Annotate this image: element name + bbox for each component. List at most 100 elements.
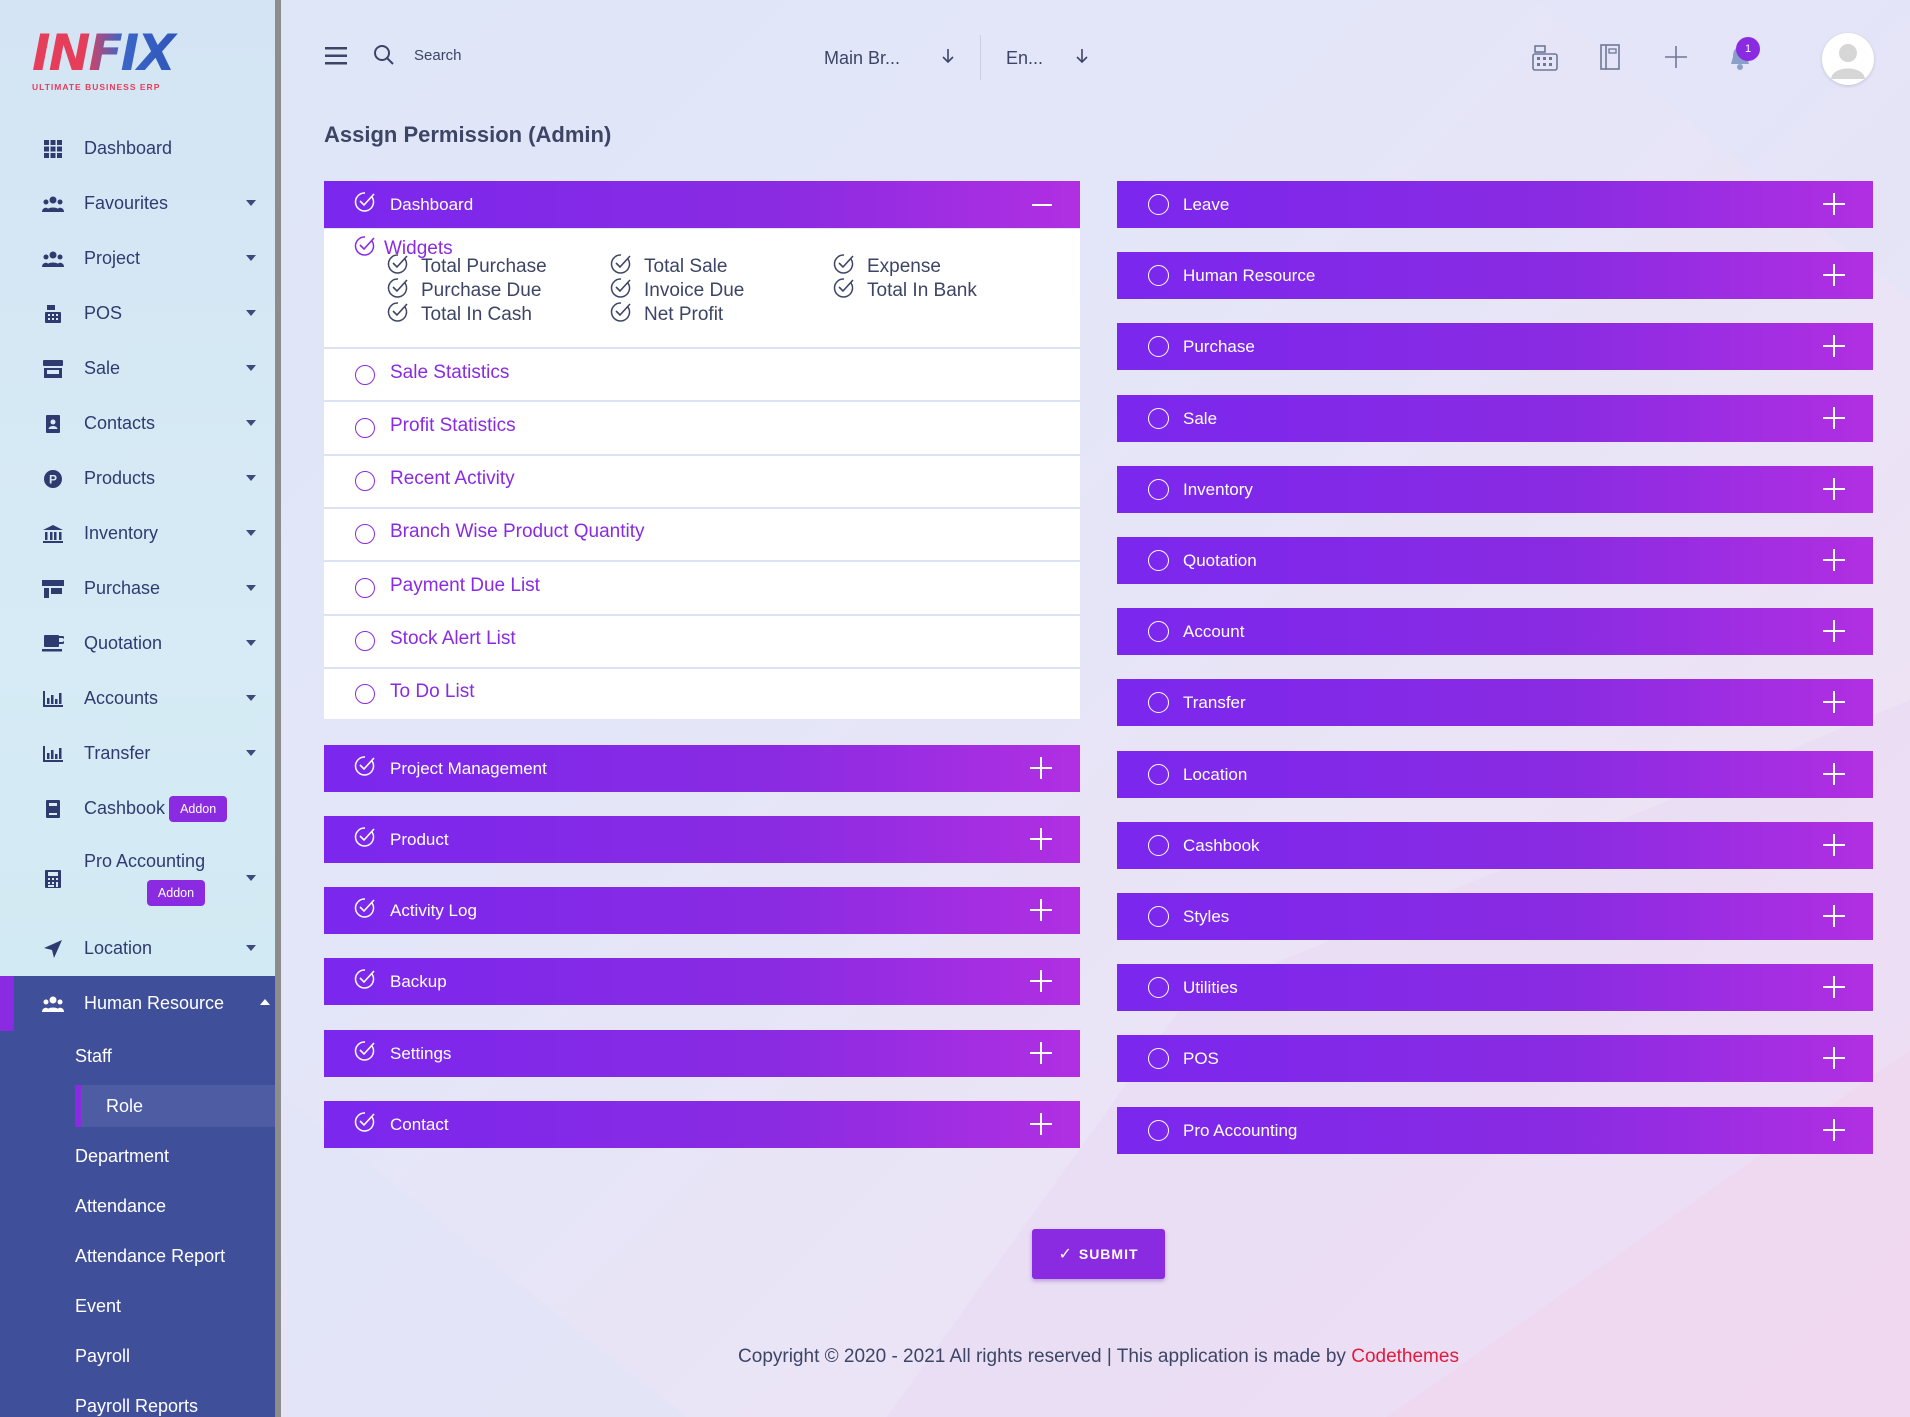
- sidebar-item-accounts[interactable]: Accounts: [0, 671, 275, 726]
- radio-circle-icon[interactable]: [1148, 265, 1169, 287]
- plus-icon[interactable]: [1823, 691, 1845, 714]
- radio-circle-icon[interactable]: [355, 417, 375, 438]
- widget-permission-total-sale[interactable]: Total Sale: [610, 253, 727, 281]
- plus-icon[interactable]: [1823, 193, 1845, 215]
- footer-brand-link[interactable]: Codethemes: [1351, 1346, 1459, 1367]
- check-circle-icon[interactable]: [387, 277, 409, 305]
- widget-permission-total-purchase[interactable]: Total Purchase: [387, 253, 547, 281]
- plus-icon[interactable]: [1823, 406, 1845, 429]
- plus-icon[interactable]: [1823, 335, 1845, 358]
- plus-icon[interactable]: [1823, 477, 1845, 500]
- check-circle-icon[interactable]: [354, 1111, 376, 1138]
- check-circle-icon[interactable]: [354, 1040, 376, 1067]
- widget-permission-net-profit[interactable]: Net Profit: [610, 301, 723, 329]
- permission-panel-sale[interactable]: Sale: [1117, 394, 1873, 442]
- permission-panel-human-resource[interactable]: Human Resource: [1117, 252, 1873, 300]
- sidebar-item-quotation[interactable]: Quotation: [0, 616, 275, 671]
- check-circle-icon[interactable]: [387, 301, 409, 329]
- permission-panel-product[interactable]: Product: [324, 816, 1080, 863]
- plus-icon[interactable]: [1823, 976, 1845, 999]
- check-circle-icon[interactable]: [833, 253, 855, 281]
- sidebar-item-human-resource[interactable]: Human Resource: [0, 976, 275, 1031]
- radio-circle-icon[interactable]: [1148, 478, 1169, 500]
- permission-panel-purchase[interactable]: Purchase: [1117, 323, 1873, 371]
- plus-icon[interactable]: [1823, 264, 1845, 287]
- radio-circle-icon[interactable]: [355, 364, 375, 385]
- sidebar-item-pro-accounting[interactable]: Pro Accounting Addon: [0, 836, 275, 921]
- sub-permission-profit-statistics[interactable]: Profit Statistics: [324, 400, 1080, 453]
- permission-panel-backup[interactable]: Backup: [324, 958, 1080, 1005]
- plus-icon[interactable]: [1823, 833, 1845, 856]
- plus-icon[interactable]: [1823, 620, 1845, 643]
- permission-panel-contact[interactable]: Contact: [324, 1101, 1080, 1148]
- sidebar-subitem-payroll[interactable]: Payroll: [75, 1345, 131, 1366]
- check-circle-icon[interactable]: [354, 191, 376, 218]
- sub-permission-stock-alert-list[interactable]: Stock Alert List: [324, 613, 1080, 667]
- sidebar-subitem-attendance[interactable]: Attendance: [75, 1195, 167, 1216]
- check-circle-icon[interactable]: [354, 235, 376, 262]
- infix-logo[interactable]: INFIX ULTIMATE BUSINESS ERP: [32, 28, 182, 98]
- check-circle-icon[interactable]: [610, 301, 632, 329]
- radio-circle-icon[interactable]: [355, 577, 375, 598]
- widgets-permission[interactable]: Widgets: [354, 235, 453, 262]
- plus-icon[interactable]: [1823, 905, 1845, 927]
- check-circle-icon[interactable]: [354, 755, 376, 782]
- permission-panel-location[interactable]: Location: [1117, 750, 1873, 798]
- permission-panel-leave[interactable]: Leave: [1117, 181, 1873, 228]
- sidebar-subitem-attendance-report[interactable]: Attendance Report: [75, 1245, 226, 1266]
- widget-permission-purchase-due[interactable]: Purchase Due: [387, 277, 541, 305]
- arrow-down-icon[interactable]: [1075, 48, 1089, 69]
- plus-icon[interactable]: [1030, 970, 1052, 992]
- submit-button[interactable]: ✓ SUBMIT: [1032, 1229, 1165, 1279]
- check-circle-icon[interactable]: [387, 253, 409, 281]
- plus-icon[interactable]: [1030, 899, 1052, 921]
- permission-panel-styles[interactable]: Styles: [1117, 893, 1873, 940]
- widget-permission-total-in-cash[interactable]: Total In Cash: [387, 301, 532, 329]
- minus-icon[interactable]: [1032, 204, 1052, 206]
- plus-icon[interactable]: [1823, 1047, 1845, 1070]
- sub-permission-to-do-list[interactable]: To Do List: [324, 666, 1080, 720]
- widget-permission-total-in-bank[interactable]: Total In Bank: [833, 277, 977, 305]
- sidebar-item-products[interactable]: P Products: [0, 451, 275, 506]
- sidebar-item-cashbook[interactable]: Cashbook Addon: [0, 781, 275, 836]
- sidebar-item-purchase[interactable]: Purchase: [0, 561, 275, 616]
- sub-permission-branch-wise-product-quantity[interactable]: Branch Wise Product Quantity: [324, 506, 1080, 560]
- sub-permission-sale-statistics[interactable]: Sale Statistics: [324, 347, 1080, 400]
- sidebar-subitem-event[interactable]: Event: [75, 1295, 122, 1316]
- language-select[interactable]: En...: [1006, 48, 1044, 68]
- permission-panel-inventory[interactable]: Inventory: [1117, 465, 1873, 513]
- radio-circle-icon[interactable]: [355, 631, 375, 651]
- radio-circle-icon[interactable]: [1148, 977, 1169, 999]
- permission-panel-pro-accounting[interactable]: Pro Accounting: [1117, 1106, 1873, 1154]
- radio-circle-icon[interactable]: [1148, 194, 1169, 215]
- plus-icon[interactable]: [1823, 1118, 1845, 1141]
- radio-circle-icon[interactable]: [1148, 621, 1169, 643]
- sidebar-item-pos[interactable]: POS: [0, 286, 275, 341]
- plus-icon[interactable]: [1030, 828, 1052, 850]
- sub-permission-payment-due-list[interactable]: Payment Due List: [324, 560, 1080, 613]
- plus-icon[interactable]: [1030, 1113, 1052, 1135]
- radio-circle-icon[interactable]: [1148, 336, 1169, 358]
- radio-circle-icon[interactable]: [1148, 763, 1169, 785]
- radio-circle-icon[interactable]: [1148, 1119, 1169, 1141]
- radio-circle-icon[interactable]: [1148, 834, 1169, 856]
- radio-circle-icon[interactable]: [1148, 692, 1169, 714]
- cash-register-icon[interactable]: [1531, 44, 1559, 77]
- permission-panel-quotation[interactable]: Quotation: [1117, 537, 1873, 584]
- avatar[interactable]: [1822, 33, 1874, 85]
- permission-panel-transfer[interactable]: Transfer: [1117, 679, 1873, 727]
- plus-icon[interactable]: [1030, 1042, 1052, 1064]
- permission-panel-cashbook[interactable]: Cashbook: [1117, 821, 1873, 869]
- sidebar-item-dashboard[interactable]: Dashboard: [0, 121, 275, 176]
- permission-panel-utilities[interactable]: Utilities: [1117, 964, 1873, 1012]
- notebook-icon[interactable]: [1598, 43, 1622, 76]
- branch-select[interactable]: Main Br...: [824, 48, 901, 68]
- check-circle-icon[interactable]: [354, 897, 376, 924]
- check-circle-icon[interactable]: [354, 826, 376, 853]
- plus-icon[interactable]: [1664, 45, 1688, 74]
- permission-panel-settings[interactable]: Settings: [324, 1030, 1080, 1077]
- hamburger-menu-icon[interactable]: [325, 47, 347, 70]
- radio-circle-icon[interactable]: [1148, 906, 1169, 927]
- sidebar-subitem-payroll-reports[interactable]: Payroll Reports: [75, 1395, 199, 1416]
- sidebar-item-location[interactable]: Location: [0, 921, 275, 976]
